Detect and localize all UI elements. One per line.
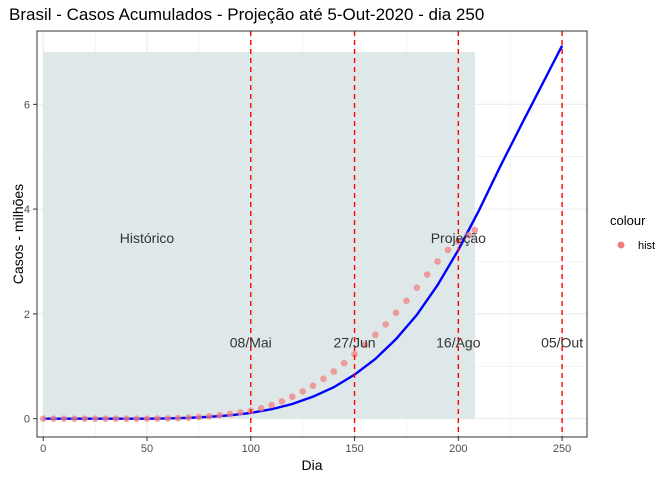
hist-point <box>471 226 479 234</box>
hist-point <box>205 413 213 420</box>
hist-point <box>278 398 286 405</box>
hist-point <box>195 413 203 421</box>
hist-point <box>237 409 244 416</box>
hist-point <box>102 415 109 422</box>
y-axis-title: Casos - milhões <box>10 184 26 284</box>
x-tick-label: 150 <box>345 443 363 455</box>
y-tick-label: 6 <box>24 99 30 111</box>
hist-point <box>154 415 161 422</box>
x-tick-label: 0 <box>40 443 46 455</box>
x-tick-label: 200 <box>449 443 467 455</box>
panel-border <box>36 30 588 438</box>
hist-point <box>185 414 192 422</box>
annotation-1: Projeção <box>431 230 486 246</box>
plot-area: 08/Mai 27/Jun 16/Ago 05/Out Histórico Projeçã… <box>24 30 588 455</box>
hist-point <box>60 415 68 422</box>
y-tick-label: 4 <box>24 204 30 216</box>
hist-point <box>71 415 78 422</box>
x-axis-title: Dia <box>301 457 322 473</box>
annotation-0: Histórico <box>120 230 175 246</box>
hist-point <box>216 411 223 419</box>
hist-point <box>423 271 431 278</box>
hist-point <box>143 415 151 422</box>
hist-point <box>174 414 182 422</box>
hist-point <box>361 341 369 349</box>
hist-point <box>403 297 410 305</box>
hist-points <box>39 226 479 422</box>
vline-label-150: 27/Jun <box>334 335 376 351</box>
legend-key-hist <box>617 241 625 249</box>
chart-title: Brasil - Casos Acumulados - Projeção até… <box>9 5 484 24</box>
x-tick-label: 250 <box>553 443 571 455</box>
hist-point <box>351 350 358 358</box>
hist-point <box>434 258 441 265</box>
hist-point <box>288 393 296 400</box>
hist-point <box>226 410 234 418</box>
hist-point <box>39 415 47 422</box>
hist-point <box>164 415 172 422</box>
hist-point <box>413 284 421 291</box>
hist-point <box>133 415 140 422</box>
hist-point <box>50 415 57 422</box>
hist-point <box>268 401 275 409</box>
legend-label-hist: hist <box>638 240 655 252</box>
hist-point <box>444 246 452 254</box>
hist-point <box>309 382 317 389</box>
hist-point <box>122 415 130 422</box>
hist-point <box>257 404 265 412</box>
hist-point <box>91 415 99 422</box>
hist-point <box>112 415 120 422</box>
legend-title: colour <box>610 213 646 228</box>
hist-point <box>392 309 400 317</box>
hist-point <box>330 368 338 375</box>
hist-point <box>372 331 379 339</box>
hist-point <box>320 375 327 383</box>
projection-line <box>43 45 564 420</box>
hist-point <box>382 321 389 328</box>
hist-point <box>299 388 306 395</box>
historical-region-shade <box>43 51 475 419</box>
x-tick-label: 100 <box>242 443 260 455</box>
legend: colour hist <box>610 213 655 252</box>
vline-label-100: 08/Mai <box>230 335 272 351</box>
vline-label-200: 16/Ago <box>436 335 481 351</box>
x-tick-label: 50 <box>141 443 153 455</box>
hist-point <box>340 359 348 367</box>
vline-label-250: 05/Out <box>541 335 583 351</box>
y-tick-label: 0 <box>24 414 30 426</box>
hist-point <box>81 415 89 422</box>
y-tick-label: 2 <box>24 309 30 321</box>
hist-point <box>465 232 472 239</box>
